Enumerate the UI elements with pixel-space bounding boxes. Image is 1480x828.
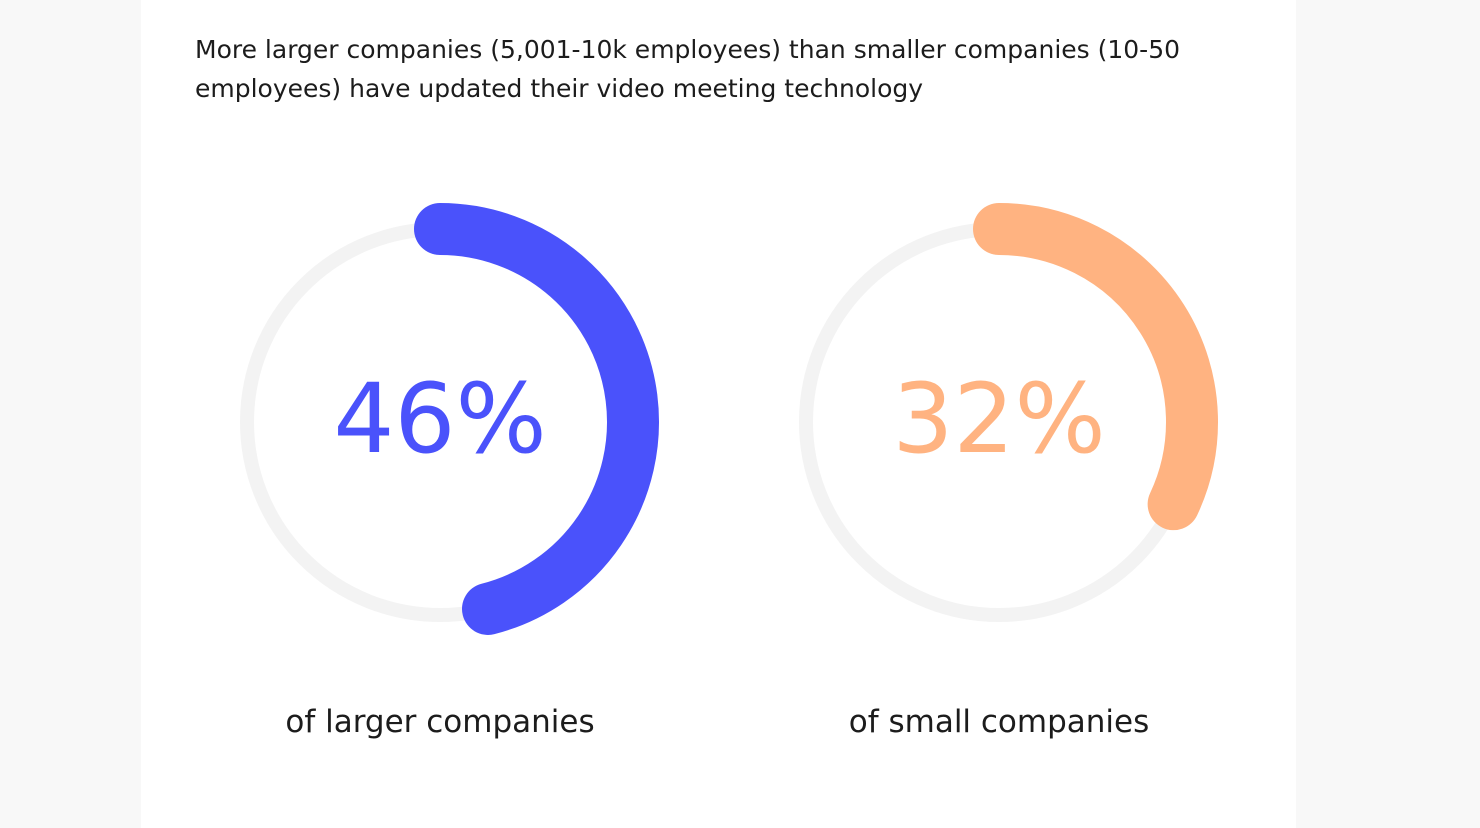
donut-small-companies: 32% of small companies	[759, 180, 1239, 760]
donut-chart-larger: 46%	[240, 203, 659, 635]
donut-caption: of larger companies	[285, 704, 595, 740]
donut-percentage-label: 46%	[333, 363, 546, 475]
donut-chart-small: 32%	[799, 203, 1218, 622]
donut-percentage-label: 32%	[892, 363, 1105, 475]
chart-headline: More larger companies (5,001-10k employe…	[195, 35, 1181, 103]
donut-value-arc	[414, 203, 659, 635]
content-card	[141, 0, 1296, 828]
donut-value-arc	[973, 203, 1218, 531]
donut-larger-companies: 46% of larger companies	[200, 180, 680, 760]
donut-caption: of small companies	[848, 704, 1150, 740]
